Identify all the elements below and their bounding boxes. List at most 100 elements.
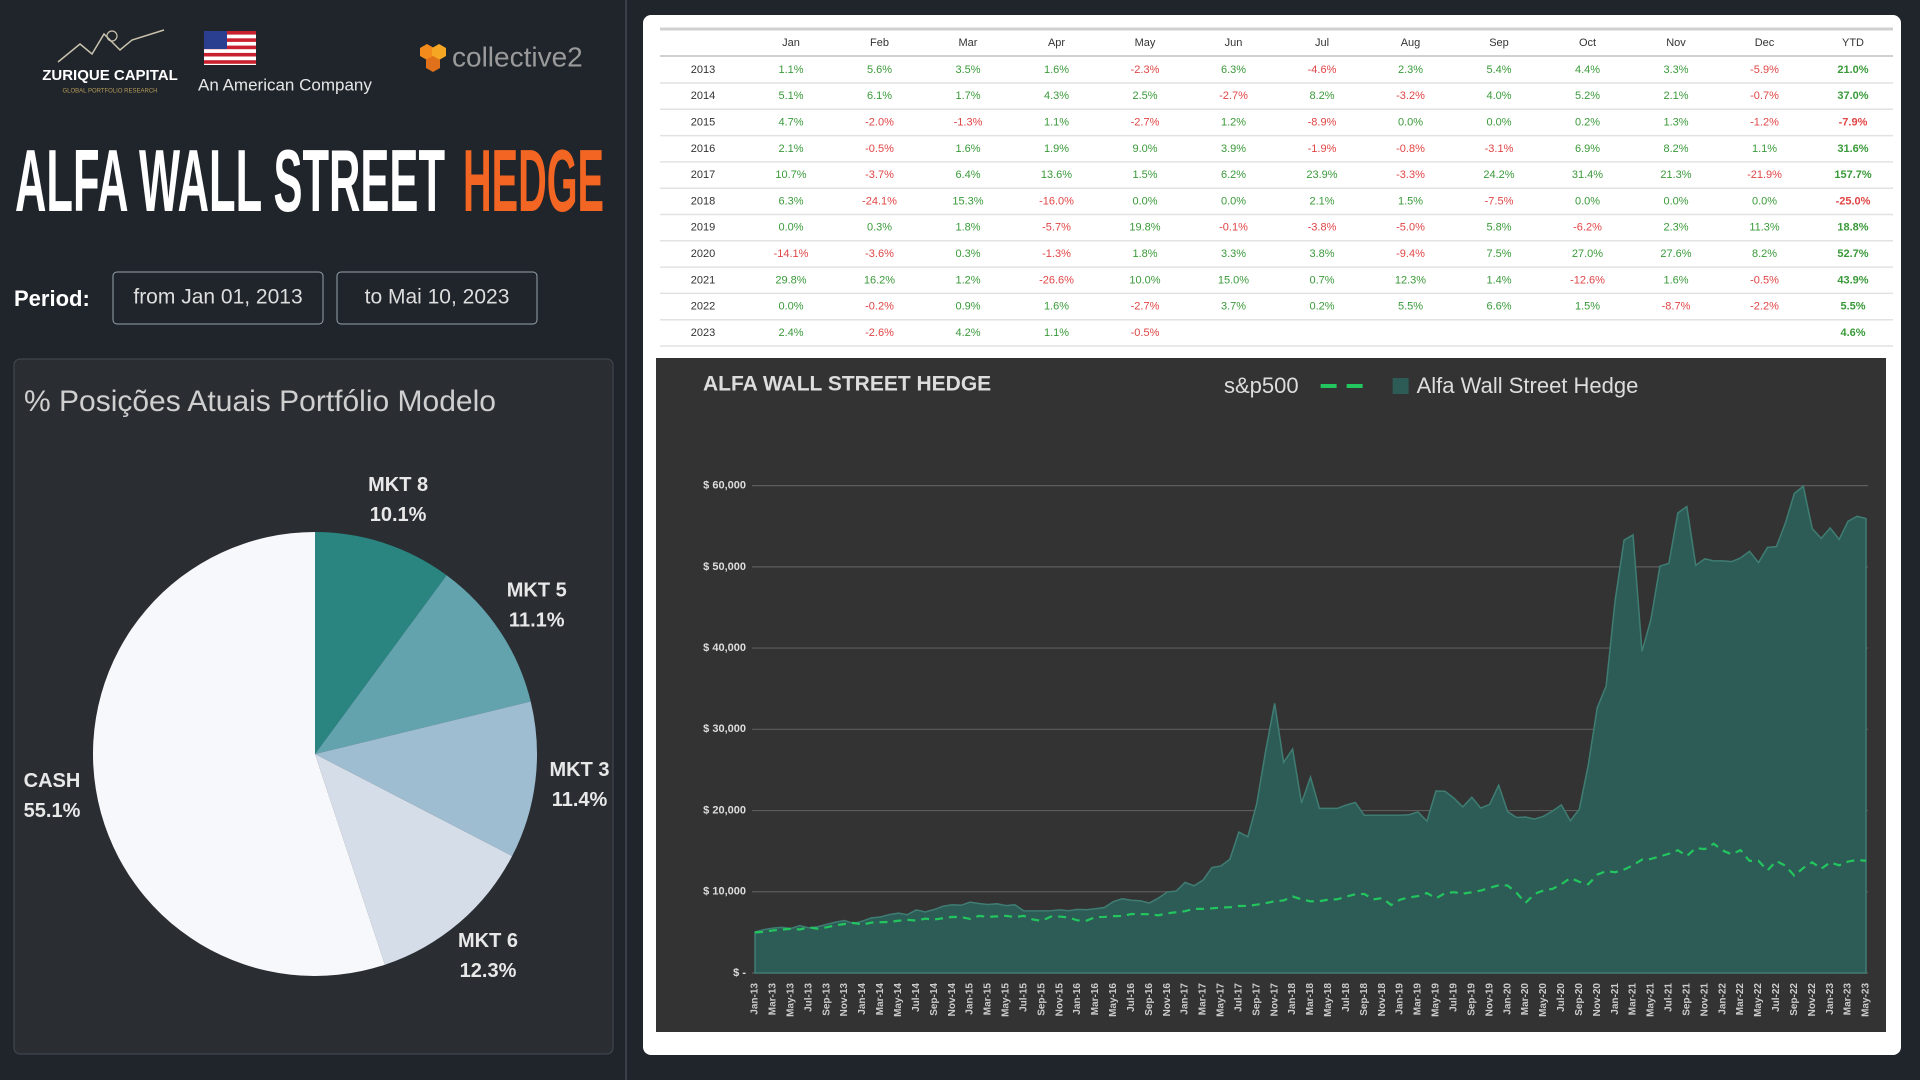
x-tick-label: Nov-20 <box>1592 983 1603 1017</box>
cell-value: 1.2% <box>1221 117 1246 129</box>
x-tick-label: May-18 <box>1323 983 1334 1017</box>
cell-value: 2.1% <box>1309 195 1334 207</box>
cell-value: 8.2% <box>1752 248 1777 260</box>
cell-value: 5.1% <box>778 90 803 102</box>
cell-value: 2.1% <box>778 143 803 155</box>
to-date[interactable]: to Mai 10, 2023 <box>365 286 510 309</box>
x-tick-label: May-13 <box>785 983 796 1017</box>
cell-value: 6.4% <box>955 169 980 181</box>
x-tick-label: Mar-17 <box>1198 983 1209 1016</box>
partner-logo <box>420 44 446 72</box>
cell-value: 1.4% <box>1486 274 1511 286</box>
x-tick-label: Mar-23 <box>1843 983 1854 1016</box>
row-year: 2021 <box>691 274 715 286</box>
cell-value: -1.3% <box>1042 248 1071 260</box>
cell-value: 27.0% <box>1572 248 1603 260</box>
x-tick-label: Mar-16 <box>1090 983 1101 1016</box>
cell-value: 0.3% <box>955 248 980 260</box>
row-year: 2018 <box>691 195 715 207</box>
partner: collective2 <box>452 41 583 72</box>
period-label: Period: <box>14 286 90 311</box>
cell-value: -12.6% <box>1570 274 1605 286</box>
cell-value: 6.3% <box>1221 64 1246 76</box>
x-tick-label: Sep-19 <box>1466 983 1477 1016</box>
x-tick-label: Jul-19 <box>1448 983 1459 1012</box>
cell-value: 1.6% <box>1663 274 1688 286</box>
cell-value: 3.3% <box>1663 64 1688 76</box>
column-header: Nov <box>1666 37 1686 49</box>
cell-value: -0.5% <box>1131 327 1160 339</box>
brand: ZURIQUE CAPITAL <box>42 67 178 84</box>
cell-value: 5.4% <box>1486 64 1511 76</box>
x-tick-label: Sep-14 <box>929 983 940 1016</box>
pie-title: % Posições Atuais Portfólio Modelo <box>24 385 496 418</box>
column-header: Jan <box>782 37 800 49</box>
x-tick-label: May-14 <box>893 983 904 1017</box>
cell-value: -2.7% <box>1131 301 1160 313</box>
cell-value: 13.6% <box>1041 169 1072 181</box>
cell-value: -8.7% <box>1662 301 1691 313</box>
column-header: May <box>1135 37 1156 49</box>
cell-value: 1.3% <box>1663 117 1688 129</box>
cell-value: -5.7% <box>1042 222 1071 234</box>
column-header: Mar <box>959 37 978 49</box>
x-tick-label: Sep-15 <box>1036 983 1047 1016</box>
cell-value: 1.5% <box>1132 169 1157 181</box>
cell-value: -0.2% <box>865 301 894 313</box>
x-tick-label: Nov-18 <box>1377 983 1388 1017</box>
x-tick-label: Nov-15 <box>1054 983 1065 1017</box>
row-year: 2017 <box>691 169 715 181</box>
column-header: Dec <box>1755 37 1775 49</box>
slice-name: MKT 6 <box>458 930 518 952</box>
cell-value: 11.3% <box>1749 222 1780 234</box>
line <box>754 842 1867 934</box>
cell-value: 6.1% <box>867 90 892 102</box>
cell-value: 0.0% <box>1575 195 1600 207</box>
y-tick-label: $ 10,000 <box>703 886 746 898</box>
x-tick-label: Jul-20 <box>1556 983 1567 1012</box>
cell-value: 5.5% <box>1398 301 1423 313</box>
cell-value: -16.0% <box>1039 195 1074 207</box>
legend-label: Alfa Wall Street Hedge <box>1417 373 1639 398</box>
us-flag <box>204 31 256 65</box>
cell-value: 0.0% <box>1221 195 1246 207</box>
x-tick-label: Jan-15 <box>965 983 976 1015</box>
x-tick-label: Jul-22 <box>1771 983 1782 1012</box>
cell-value: -5.0% <box>1396 222 1425 234</box>
cell-value: 5.6% <box>867 64 892 76</box>
cell-value: 1.1% <box>1044 327 1069 339</box>
cell-value: 10.7% <box>775 169 806 181</box>
x-tick-label: Jul-21 <box>1664 983 1675 1012</box>
cell-value: -24.1% <box>862 195 897 207</box>
cell-value: -2.7% <box>1131 117 1160 129</box>
pie-slice <box>93 532 385 976</box>
cell-value: 9.0% <box>1132 143 1157 155</box>
x-tick-label: Jan-14 <box>857 983 868 1015</box>
x-tick-label: Mar-22 <box>1735 983 1746 1016</box>
x-tick-label: Sep-21 <box>1681 983 1692 1016</box>
x-tick-label: Nov-21 <box>1699 983 1710 1017</box>
cell-value: 1.5% <box>1398 195 1423 207</box>
x-tick-label: Jan-16 <box>1072 983 1083 1015</box>
cell-value: -6.2% <box>1573 222 1602 234</box>
cell-value: 0.0% <box>1132 195 1157 207</box>
cell-value: 4.7% <box>778 117 803 129</box>
ytd-value: 37.0% <box>1837 90 1868 102</box>
cell-value: 1.8% <box>1132 248 1157 260</box>
slice-value: 10.1% <box>370 504 427 526</box>
to-box[interactable] <box>336 271 538 325</box>
y-tick-label: $ 30,000 <box>703 723 746 735</box>
logo <box>57 29 165 63</box>
cell-value: 1.5% <box>1575 301 1600 313</box>
x-tick-label: Jan-18 <box>1287 983 1298 1015</box>
cell-value: -3.1% <box>1485 143 1514 155</box>
cell-value: 5.2% <box>1575 90 1600 102</box>
cell-value: -3.6% <box>865 248 894 260</box>
from-box[interactable] <box>112 271 324 325</box>
cell-value: 3.3% <box>1221 248 1246 260</box>
column-header: Aug <box>1401 37 1421 49</box>
from-date[interactable]: from Jan 01, 2013 <box>133 286 302 309</box>
cell-value: 12.3% <box>1395 274 1426 286</box>
cell-value: -0.5% <box>865 143 894 155</box>
title-main: ALFA WALL STREET <box>15 131 445 230</box>
